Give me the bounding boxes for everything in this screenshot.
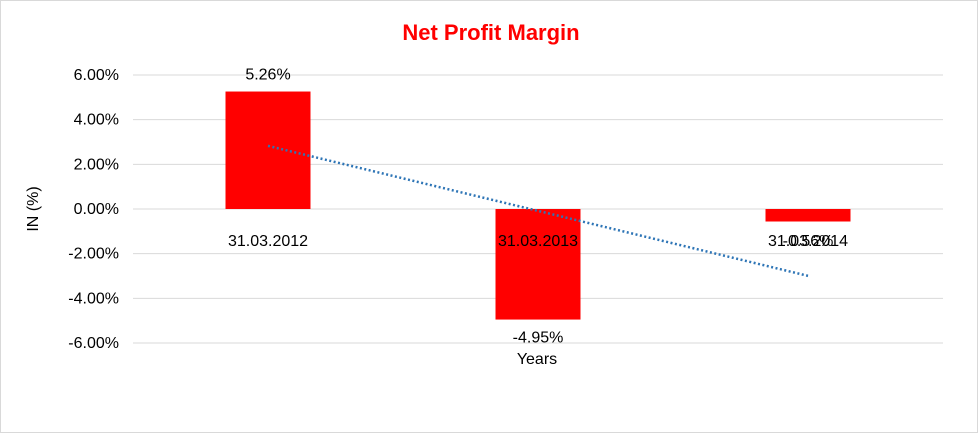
y-tick-label: 6.00% [74,67,119,84]
y-tick-label: -2.00% [68,246,119,263]
data-labels: 5.26% -4.95% -0.56% [245,67,833,347]
chart-title: Net Profit Margin [402,20,579,45]
bars [225,91,851,320]
category-label: 31.03.2012 [228,233,308,250]
y-tick-label: 2.00% [74,156,119,173]
category-label: 31.03.2013 [498,233,578,250]
data-label: -4.95% [513,330,564,347]
data-label: 5.26% [245,67,290,84]
bar [495,209,581,320]
y-tick-label: -6.00% [68,335,119,352]
y-axis-title: IN (%) [25,186,42,231]
y-tick-label: 4.00% [74,112,119,129]
category-label: 31.03.2014 [768,233,848,250]
bar [225,91,311,209]
data-label: -0.56% [783,233,834,250]
y-tick-label: 0.00% [74,201,119,218]
category-labels: 31.03.2012 31.03.2013 31.03.2014 [228,233,848,250]
bar [765,209,851,222]
y-axis-tick-labels: 6.00% 4.00% 2.00% 0.00% -2.00% -4.00% -6.00% [68,67,119,352]
y-tick-label: -4.00% [68,290,119,307]
x-axis-title: Years [517,351,557,368]
